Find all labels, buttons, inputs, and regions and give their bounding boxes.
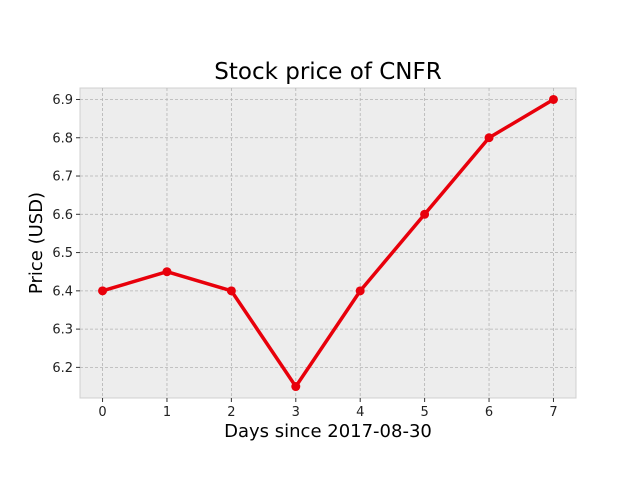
x-axis-label: Days since 2017-08-30 — [224, 421, 432, 442]
axis-ticks: 0 1 2 3 4 5 6 7 6.2 6.3 6.4 6.5 6.6 6.7 6.8 6.9 — [52, 93, 557, 420]
data-point — [420, 209, 430, 219]
x-tick-label: 7 — [549, 405, 557, 420]
data-point — [291, 382, 301, 392]
y-tick-label: 6.8 — [52, 131, 73, 146]
y-tick-label: 6.3 — [52, 323, 73, 338]
data-point — [98, 286, 108, 296]
y-tick-label: 6.5 — [52, 246, 73, 261]
data-point — [355, 286, 365, 296]
y-axis-label: Price (USD) — [26, 192, 47, 294]
x-tick-label: 3 — [292, 405, 300, 420]
data-point — [484, 133, 494, 143]
y-tick-label: 6.9 — [52, 93, 73, 108]
chart-title: Stock price of CNFR — [214, 59, 441, 85]
y-tick-label: 6.7 — [52, 170, 73, 185]
x-tick-label: 6 — [485, 405, 493, 420]
data-point — [548, 94, 558, 104]
grid-lines — [80, 88, 576, 398]
data-point — [226, 286, 236, 296]
y-tick-label: 6.2 — [52, 361, 73, 376]
y-tick-label: 6.6 — [52, 208, 73, 223]
series-line — [100, 97, 556, 389]
x-tick-label: 1 — [163, 405, 171, 420]
data-point — [162, 267, 172, 277]
x-tick-label: 2 — [227, 405, 235, 420]
x-tick-label: 5 — [420, 405, 428, 420]
plot-area — [79, 87, 577, 399]
series-layer — [98, 94, 558, 392]
y-tick-label: 6.4 — [52, 284, 73, 299]
x-tick-label: 0 — [98, 405, 106, 420]
x-tick-label: 4 — [356, 405, 364, 420]
